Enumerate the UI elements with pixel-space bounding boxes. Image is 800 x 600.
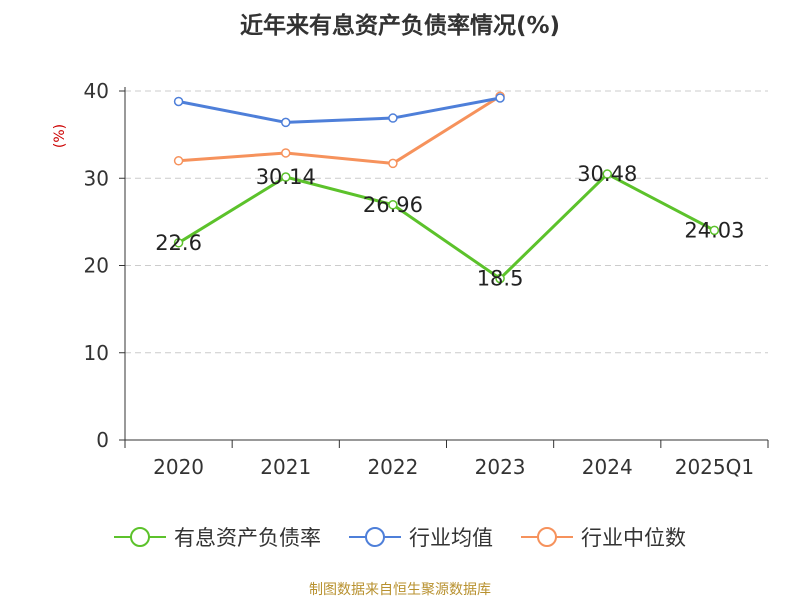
data-label-2: 26.96 — [363, 193, 423, 217]
legend: 有息资产负债率 行业均值 行业中位数 — [0, 522, 800, 552]
legend-marker-0 — [114, 527, 166, 547]
y-tick-label-2: 20 — [84, 254, 109, 278]
data-label-3: 18.5 — [477, 267, 524, 291]
data-point-2-0 — [173, 156, 184, 166]
legend-label-0: 有息资产负债率 — [174, 526, 321, 550]
data-label-4: 30.48 — [577, 162, 637, 186]
legend-label-1: 行业均值 — [409, 526, 493, 550]
x-tick-label-5: 2025Q1 — [675, 455, 754, 479]
data-point-0-2 — [388, 200, 398, 210]
data-point-0-1 — [281, 172, 291, 182]
y-tick-label-0: 0 — [96, 428, 109, 452]
series-line-1 — [178, 96, 501, 124]
data-point-1-0 — [173, 96, 184, 107]
chart-title: 近年来有息资产负债率情况(%) — [239, 13, 561, 39]
data-point-0-5 — [709, 225, 720, 236]
legend-item-1[interactable]: 行业均值 — [349, 522, 493, 552]
legend-marker-2 — [521, 527, 573, 547]
x-tick-label-3: 2023 — [475, 455, 526, 479]
data-point-2-2 — [388, 158, 398, 169]
data-label-1: 30.14 — [256, 165, 316, 189]
data-source-note: 制图数据来自恒生聚源数据库 — [309, 582, 491, 598]
x-tick-label-1: 2021 — [260, 455, 311, 479]
legend-item-0[interactable]: 有息资产负债率 — [114, 522, 321, 552]
legend-marker-1 — [349, 527, 401, 547]
legend-item-2[interactable]: 行业中位数 — [521, 522, 686, 552]
data-point-0-3 — [495, 273, 505, 284]
data-point-1-2 — [388, 113, 398, 123]
x-tick-label-2: 2022 — [367, 455, 418, 479]
series-line-2 — [178, 94, 501, 165]
data-point-1-1 — [281, 117, 291, 128]
data-label-5: 24.03 — [684, 218, 744, 242]
data-point-0-4 — [602, 169, 612, 179]
x-tick-label-4: 2024 — [582, 455, 633, 479]
data-point-1-3 — [495, 93, 505, 103]
series-line-0 — [177, 172, 716, 281]
data-point-0-0 — [173, 238, 184, 248]
legend-label-2: 行业中位数 — [581, 526, 686, 550]
data-label-0: 22.6 — [155, 231, 202, 255]
y-tick-label-3: 30 — [84, 166, 109, 190]
x-tick-label-0: 2020 — [153, 455, 204, 479]
data-point-2-1 — [281, 148, 291, 158]
y-tick-label-4: 40 — [84, 79, 109, 103]
y-tick-label-1: 10 — [84, 341, 109, 365]
